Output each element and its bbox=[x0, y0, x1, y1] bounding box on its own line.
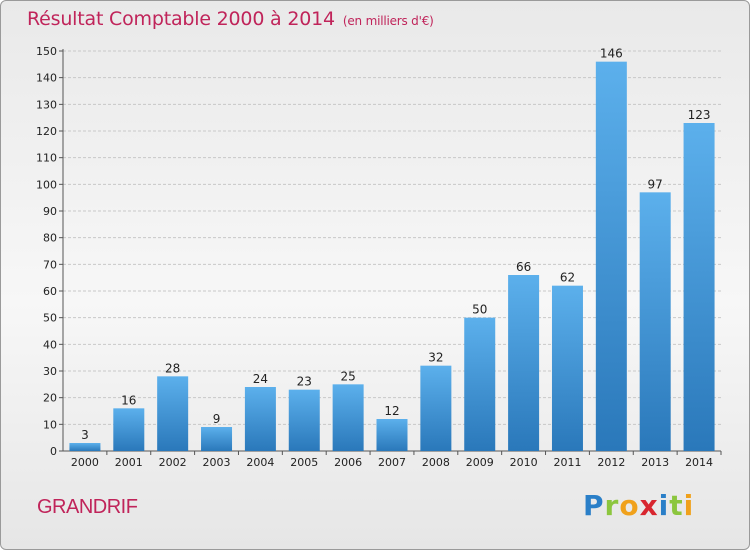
data-label: 12 bbox=[384, 404, 399, 418]
bar bbox=[508, 275, 540, 451]
x-tick-label: 2002 bbox=[159, 456, 187, 469]
x-tick-label: 2004 bbox=[246, 456, 274, 469]
y-tick-label: 0 bbox=[50, 445, 57, 458]
bar bbox=[376, 419, 408, 451]
data-label: 97 bbox=[648, 177, 663, 191]
data-label: 3 bbox=[81, 428, 89, 442]
x-tick-label: 2000 bbox=[71, 456, 99, 469]
y-tick-label: 10 bbox=[43, 418, 57, 431]
x-tick-label: 2011 bbox=[553, 456, 581, 469]
chart-title-unit: (en milliers d'€) bbox=[342, 14, 434, 28]
bars bbox=[69, 61, 715, 452]
y-tick-label: 30 bbox=[43, 365, 57, 378]
y-tick-label: 130 bbox=[36, 98, 57, 111]
chart-title-main: Résultat Comptable 2000 à 2014 bbox=[27, 8, 335, 30]
x-tick-label: 2010 bbox=[510, 456, 538, 469]
y-tick-label: 100 bbox=[36, 178, 57, 191]
x-tick-label: 2005 bbox=[290, 456, 318, 469]
y-tick-label: 90 bbox=[43, 205, 57, 218]
data-label: 62 bbox=[560, 271, 575, 285]
bar bbox=[201, 427, 233, 451]
data-label: 16 bbox=[121, 393, 136, 407]
chart-title: Résultat Comptable 2000 à 2014 (en millie… bbox=[27, 8, 434, 30]
axes: 0 10 20 30 40 50 60 70 80 90 100 110 120 130 140 150 200… bbox=[36, 45, 722, 469]
data-label: 123 bbox=[688, 108, 711, 122]
bar bbox=[288, 389, 320, 451]
logo-letter: i bbox=[683, 489, 695, 522]
y-tick-label: 120 bbox=[36, 125, 57, 138]
x-tick-label: 2012 bbox=[597, 456, 625, 469]
y-tick-label: 50 bbox=[43, 312, 57, 325]
data-label: 50 bbox=[472, 303, 487, 317]
data-label: 66 bbox=[516, 260, 531, 274]
x-tick-label: 2014 bbox=[685, 456, 713, 469]
data-label: 25 bbox=[340, 369, 355, 383]
data-label: 32 bbox=[428, 351, 443, 365]
data-label: 24 bbox=[253, 372, 268, 386]
x-tick-label: 2007 bbox=[378, 456, 406, 469]
y-tick-label: 60 bbox=[43, 285, 57, 298]
bar bbox=[157, 376, 189, 451]
data-label: 146 bbox=[600, 47, 623, 61]
x-tick-label: 2001 bbox=[115, 456, 143, 469]
x-tick-label: 2013 bbox=[641, 456, 669, 469]
bar bbox=[595, 61, 627, 452]
bar bbox=[464, 317, 496, 451]
data-label: 9 bbox=[213, 412, 221, 426]
y-tick-label: 20 bbox=[43, 392, 57, 405]
data-label: 23 bbox=[297, 375, 312, 389]
bar bbox=[69, 443, 101, 451]
logo-letter: i bbox=[658, 489, 670, 522]
logo-letter: x bbox=[639, 489, 659, 522]
bar bbox=[683, 123, 715, 451]
logo-letter: t bbox=[669, 489, 684, 522]
y-tick-label: 80 bbox=[43, 232, 57, 245]
logo-letter: o bbox=[619, 489, 640, 522]
bar bbox=[639, 192, 671, 452]
logo-letter: P bbox=[583, 489, 605, 522]
x-tick-label: 2006 bbox=[334, 456, 362, 469]
x-tick-label: 2009 bbox=[466, 456, 494, 469]
bar bbox=[113, 408, 145, 451]
bar bbox=[244, 387, 276, 451]
bar bbox=[420, 365, 452, 451]
x-tick-label: 2008 bbox=[422, 456, 450, 469]
y-tick-label: 150 bbox=[36, 45, 57, 58]
y-tick-label: 110 bbox=[36, 152, 57, 165]
y-tick-label: 70 bbox=[43, 258, 57, 271]
data-label: 28 bbox=[165, 361, 180, 375]
bar bbox=[551, 285, 583, 451]
data-labels: 3 16 28 9 24 23 25 12 32 50 66 62 146 97 123 bbox=[81, 47, 710, 442]
y-tick-label: 140 bbox=[36, 72, 57, 85]
x-tick-label: 2003 bbox=[203, 456, 231, 469]
bar bbox=[332, 384, 364, 451]
y-tick-label: 40 bbox=[43, 338, 57, 351]
logo-letter: r bbox=[604, 489, 620, 522]
place-name: GRANDRIF bbox=[37, 496, 138, 518]
proxiti-logo: Proxiti bbox=[583, 489, 694, 522]
